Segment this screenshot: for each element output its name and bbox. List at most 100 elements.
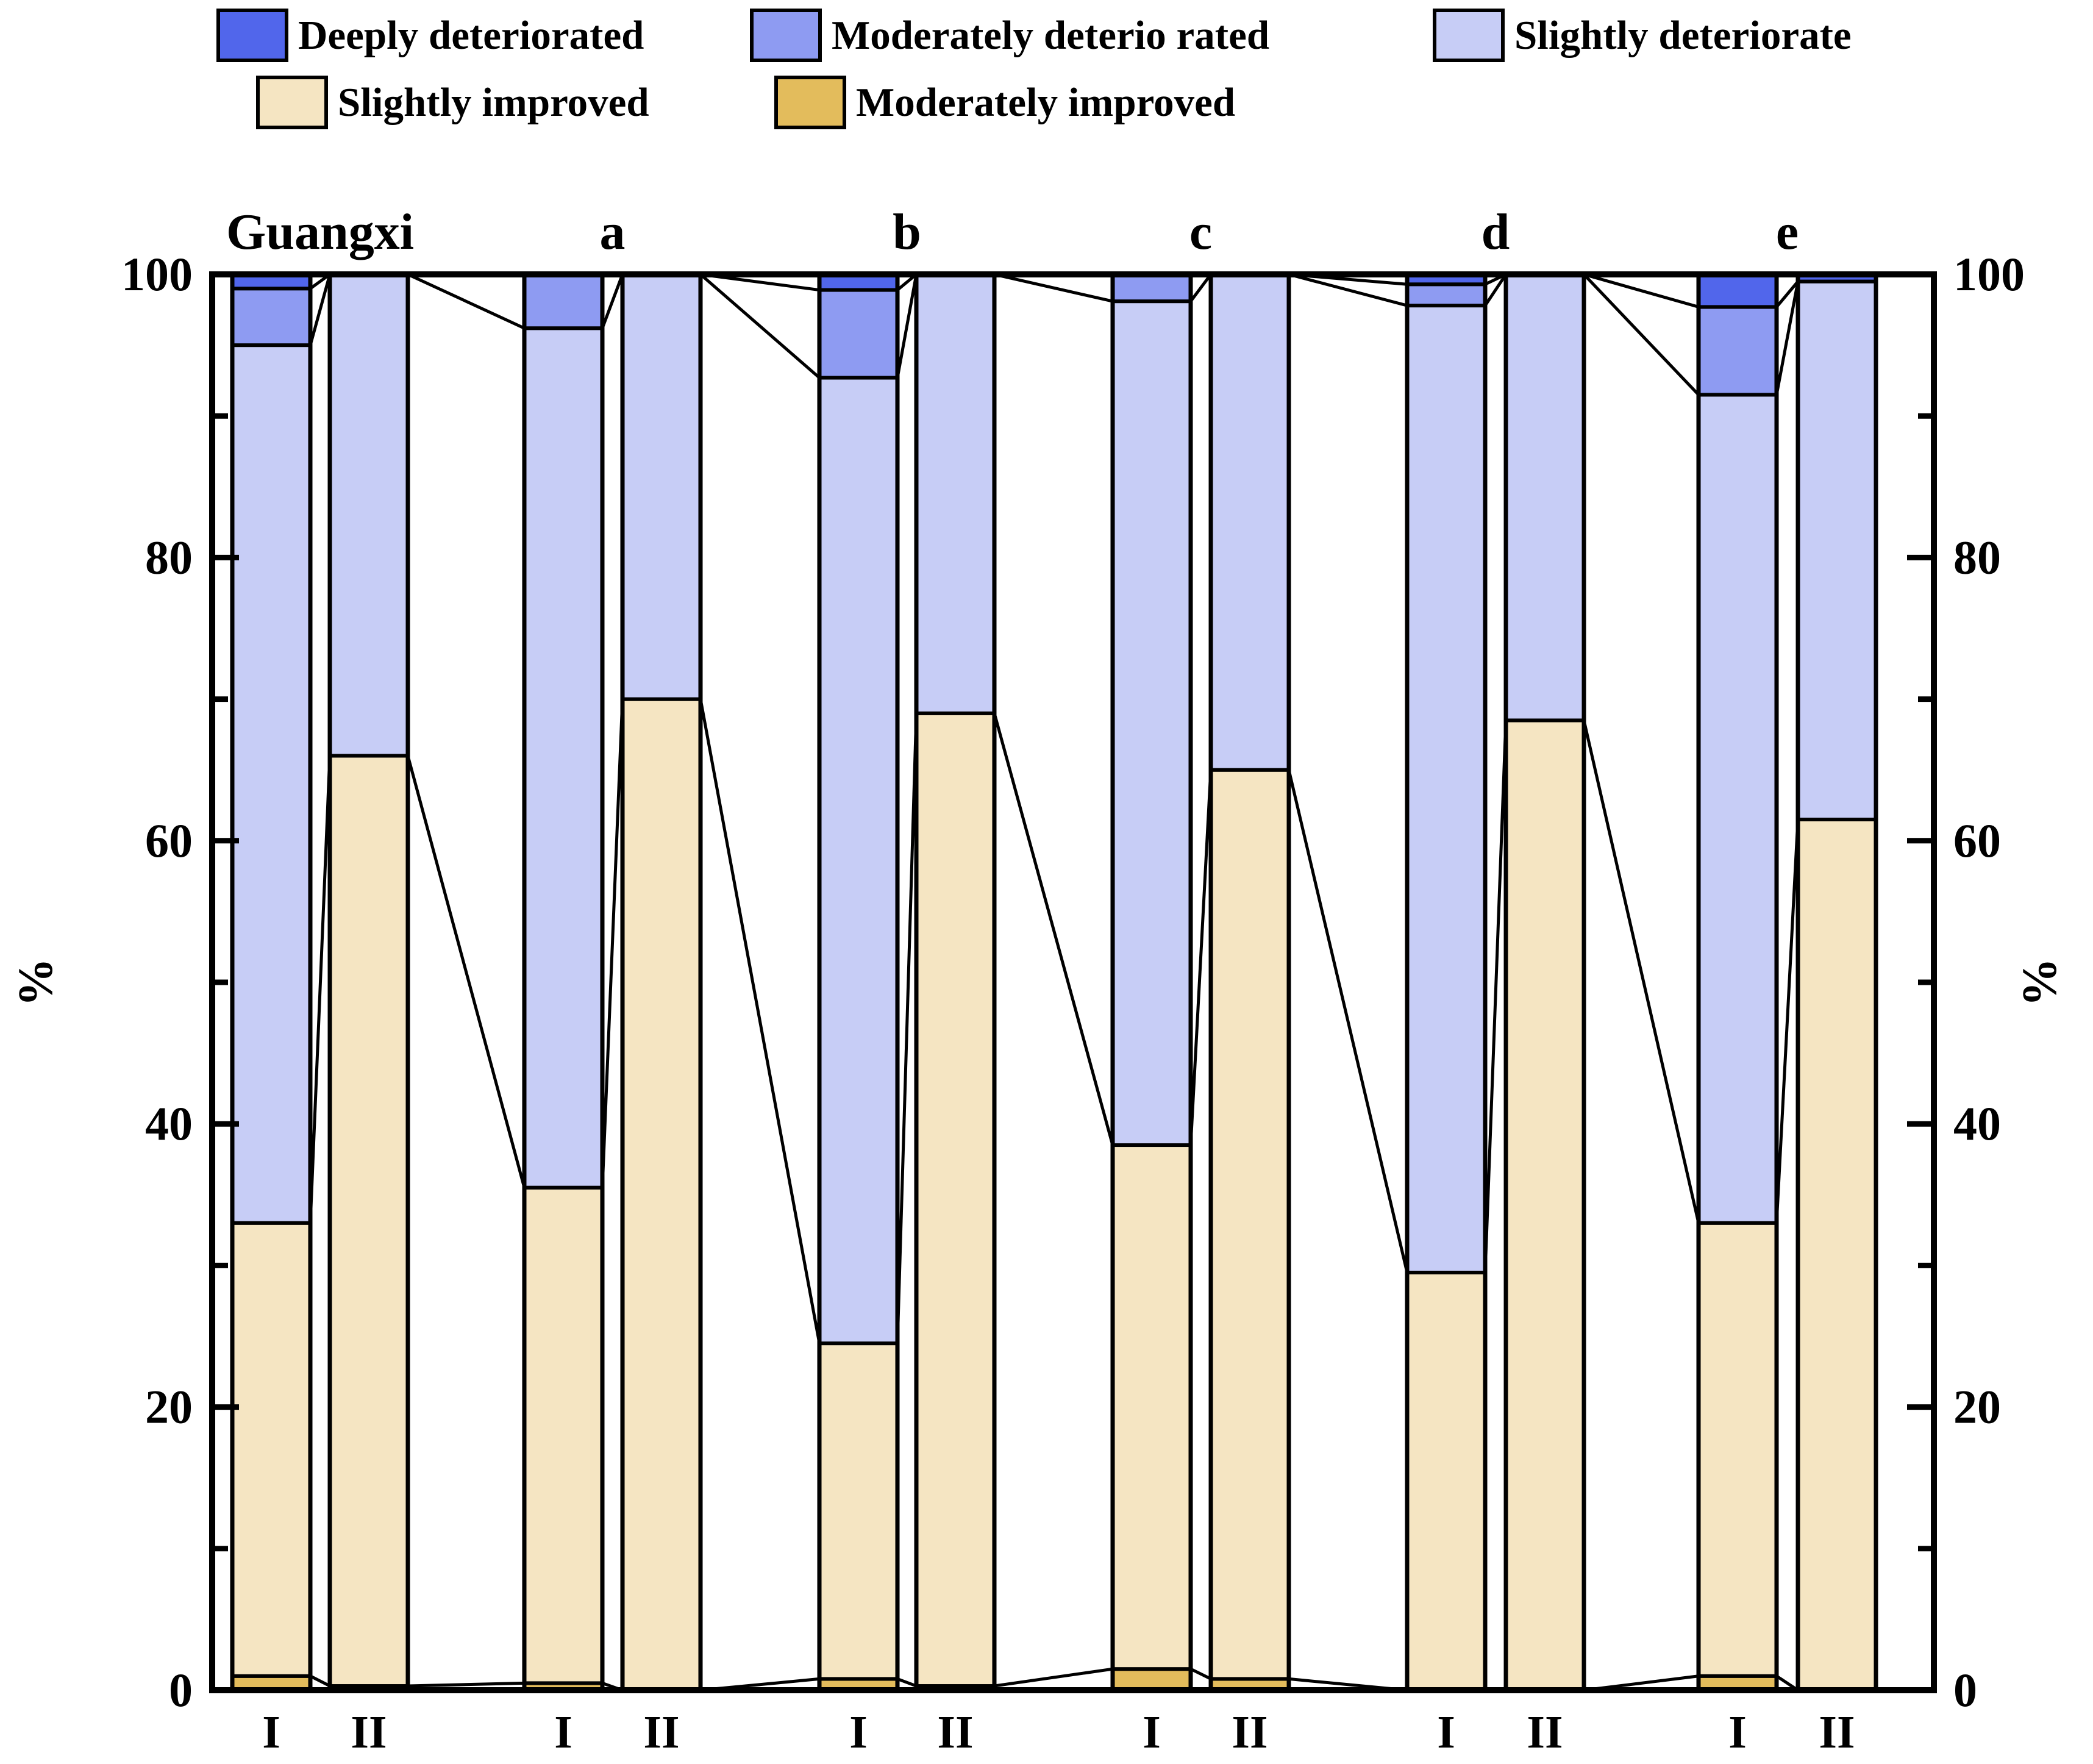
connector-line	[896, 713, 918, 1344]
y-axis-label-right: 0	[1953, 1663, 1977, 1716]
y-axis-label-right: 40	[1953, 1097, 2001, 1150]
bar-segment-d-I-sli_det	[1405, 304, 1487, 1275]
y-axis-label-left: 80	[145, 530, 193, 584]
group-label-d: d	[1482, 204, 1510, 260]
connector-line	[308, 755, 332, 1223]
bar-segment-c-II-sli_det	[1209, 273, 1291, 772]
bar-segment-e-I-sli_imp	[1697, 1221, 1778, 1678]
connector-line	[1583, 273, 1700, 396]
bar-segment-c-I-sli_det	[1111, 299, 1193, 1148]
connector-line	[1483, 273, 1508, 307]
bar-segment-b-I-sli_imp	[818, 1341, 899, 1681]
x-tick-label: II	[351, 1707, 387, 1758]
slightly-deteriorate-swatch	[1433, 9, 1505, 62]
connector-line	[406, 755, 526, 1188]
connector-line	[994, 1667, 1113, 1688]
bar-segment-e-I-mod_det	[1697, 305, 1778, 397]
bar-segment-Guangxi-II-sli_det	[328, 273, 410, 758]
connector-line	[897, 1677, 917, 1688]
bar-segment-b-II-sli_imp	[915, 711, 996, 1688]
legend-item-slightly-improved: Slightly improved	[256, 74, 649, 130]
bar-segment-a-II-sli_imp	[621, 697, 702, 1692]
y-axis-label-left: 60	[145, 814, 193, 867]
bar-segment-a-I-mod_det	[522, 273, 604, 330]
bar-segment-Guangxi-II-sli_imp	[328, 754, 410, 1688]
x-tick-label: I	[1728, 1707, 1747, 1758]
bar-segment-d-I-mod_det	[1405, 282, 1487, 308]
bar-segment-Guangxi-I-sli_det	[230, 343, 312, 1225]
bar-segment-c-I-mod_imp	[1111, 1667, 1193, 1692]
x-tick-label: I	[849, 1707, 868, 1758]
connector-line	[407, 273, 526, 330]
legend-label: Moderately improved	[856, 79, 1236, 125]
x-tick-label: II	[1232, 1707, 1268, 1758]
connector-line	[601, 699, 624, 1188]
legend-label: Slightly deteriorate	[1514, 12, 1852, 58]
legend-label: Moderately deterio rated	[832, 12, 1270, 58]
bar-segment-Guangxi-I-mod_det	[230, 287, 312, 348]
group-label-c: c	[1189, 204, 1212, 260]
legend: Deeply deteriorated Moderately deterio r…	[0, 0, 2093, 140]
connector-line	[1775, 819, 1800, 1223]
legend-item-deeply-deteriorated: Deeply deteriorated	[216, 7, 644, 63]
bar-segment-a-II-sli_det	[621, 273, 702, 701]
connector-line	[699, 699, 821, 1344]
connector-line	[1189, 770, 1213, 1146]
connector-line	[699, 273, 821, 379]
y-axis-title-right: %	[2013, 958, 2067, 1007]
bar-segment-c-I-sli_imp	[1111, 1143, 1193, 1671]
bar-segment-e-I-sli_det	[1697, 393, 1778, 1225]
bar-segment-c-I-mod_det	[1111, 273, 1193, 304]
slightly-improved-swatch	[256, 76, 328, 129]
bar-segment-d-II-sli_imp	[1504, 718, 1586, 1692]
x-tick-label: II	[937, 1707, 973, 1758]
bar-segment-Guangxi-I-sli_imp	[230, 1221, 312, 1678]
connector-line	[1189, 1667, 1212, 1680]
y-axis-label-left: 100	[121, 248, 193, 301]
group-label-a: a	[600, 204, 626, 260]
bar-segment-b-II-sli_det	[915, 273, 996, 715]
connector-line	[1775, 280, 1799, 309]
y-axis-label-right: 60	[1953, 814, 2001, 867]
bar-segment-b-I-mod_det	[818, 288, 899, 380]
bar-segment-d-II-sli_det	[1504, 273, 1586, 723]
y-axis-label-left: 40	[145, 1097, 193, 1150]
bar-segment-b-I-sli_det	[818, 376, 899, 1346]
y-axis-label-right: 80	[1953, 530, 2001, 584]
connector-line	[1189, 273, 1213, 302]
group-label-e: e	[1776, 204, 1799, 260]
connector-line	[1583, 273, 1699, 309]
x-tick-label: I	[262, 1707, 280, 1758]
legend-item-moderately-improved: Moderately improved	[774, 74, 1235, 130]
x-tick-label: II	[1527, 1707, 1563, 1758]
connector-line	[896, 274, 918, 378]
y-axis-label-right: 20	[1953, 1380, 2001, 1434]
moderately-improved-swatch	[774, 76, 846, 129]
connector-line	[1288, 273, 1408, 307]
group-label-Guangxi: Guangxi	[226, 204, 414, 260]
y-axis-title-left: %	[9, 958, 63, 1007]
connector-line	[1775, 281, 1800, 395]
connector-line	[994, 273, 1113, 303]
legend-item-slightly-deteriorate: Slightly deteriorate	[1433, 7, 1852, 63]
bar-segment-a-I-sli_det	[522, 326, 604, 1190]
x-tick-label: II	[1819, 1707, 1855, 1758]
bar-segment-e-II-sli_det	[1796, 279, 1878, 821]
x-tick-label: II	[643, 1707, 679, 1758]
x-tick-label: I	[1143, 1707, 1161, 1758]
connector-line	[1483, 720, 1508, 1273]
connector-line	[601, 274, 624, 329]
group-label-b: b	[893, 204, 921, 260]
legend-label: Slightly improved	[338, 79, 649, 125]
x-tick-label: I	[554, 1707, 572, 1758]
connector-line	[993, 713, 1114, 1146]
connector-line	[407, 1681, 525, 1688]
bar-segment-e-I-deep_det	[1697, 273, 1778, 309]
moderately-deteriorated-swatch	[750, 9, 822, 62]
legend-item-moderately-deteriorated: Moderately deterio rated	[750, 7, 1269, 63]
connector-line	[308, 274, 332, 346]
connector-line	[1287, 770, 1409, 1273]
bar-segment-e-II-sli_imp	[1796, 817, 1878, 1692]
connector-line	[1582, 720, 1700, 1224]
